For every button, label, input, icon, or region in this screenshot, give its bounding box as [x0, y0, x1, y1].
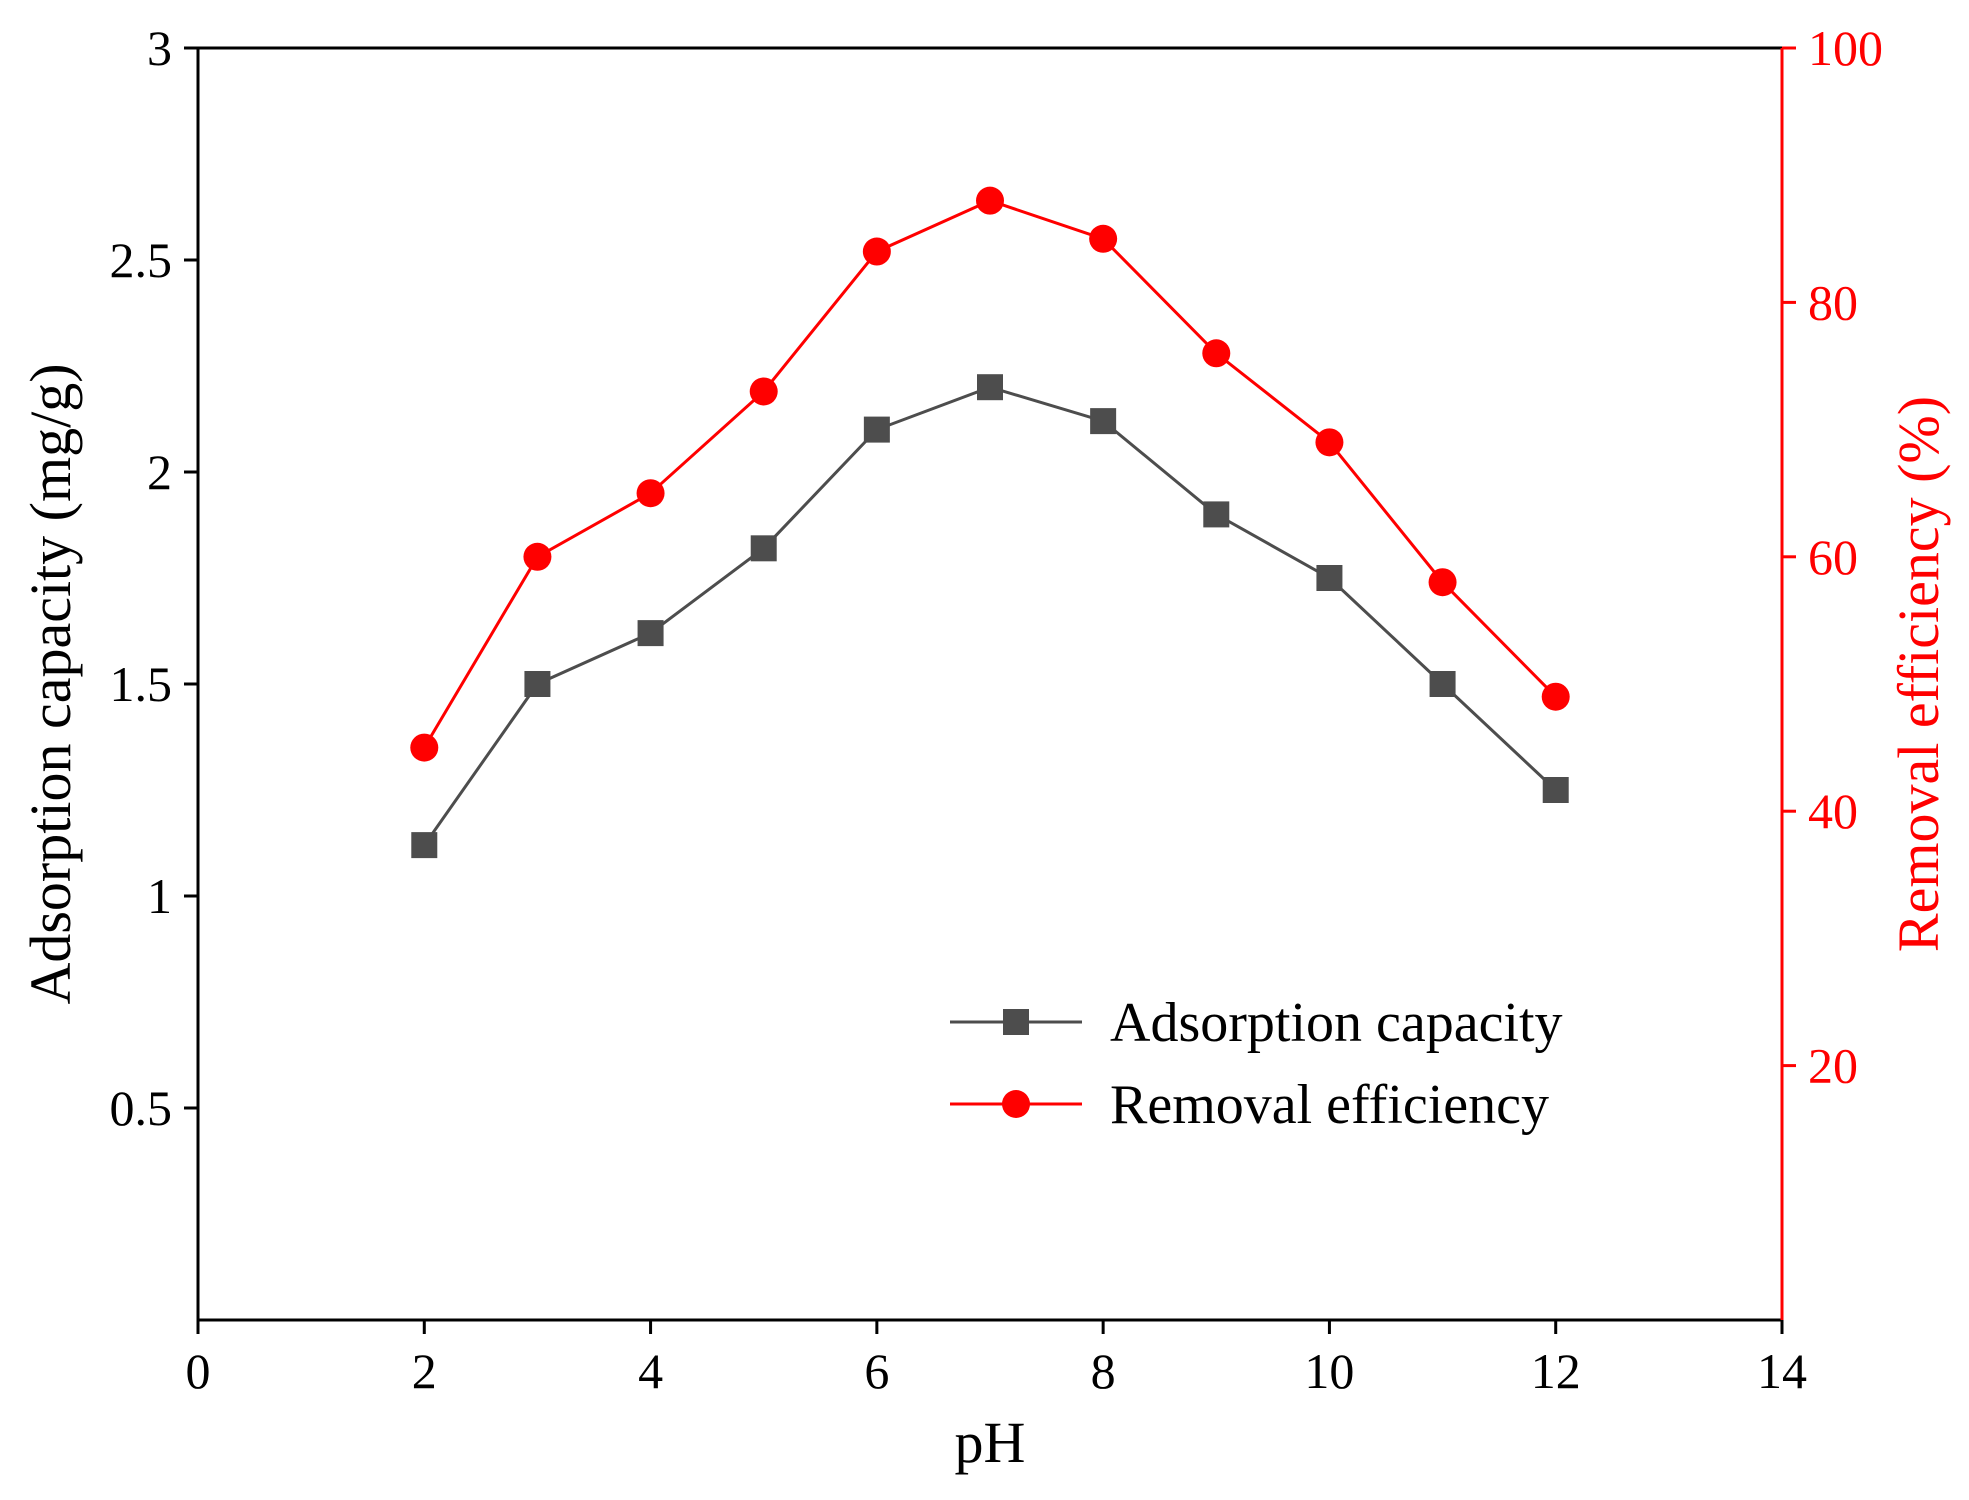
legend-marker-square: [1003, 1009, 1029, 1035]
data-point-circle: [862, 237, 891, 266]
x-tick-label: 2: [412, 1343, 437, 1399]
data-point-circle: [749, 377, 778, 406]
y-left-tick-label: 0.5: [110, 1080, 173, 1136]
y-left-tick-label: 3: [147, 20, 172, 76]
data-point-square: [524, 671, 551, 697]
x-tick-label: 10: [1304, 1343, 1354, 1399]
y-right-tick-label: 80: [1808, 274, 1858, 330]
x-tick-label: 4: [638, 1343, 663, 1399]
data-point-square: [411, 832, 438, 859]
data-point-square: [1542, 777, 1569, 803]
x-tick-label: 0: [186, 1343, 211, 1399]
y-left-tick-label: 1.5: [110, 656, 173, 712]
data-point-square: [1316, 565, 1343, 591]
x-tick-label: 8: [1091, 1343, 1116, 1399]
x-axis-title: pH: [955, 1410, 1026, 1475]
y-right-tick-label: 20: [1808, 1038, 1858, 1094]
y-right-axis-title: Removal efficiency (%): [1886, 396, 1951, 952]
data-point-square: [1203, 501, 1230, 528]
data-point-square: [977, 374, 1003, 401]
y-right-tick-label: 40: [1808, 783, 1858, 839]
data-point-circle: [976, 186, 1004, 215]
x-tick-label: 14: [1757, 1343, 1807, 1399]
y-left-tick-label: 2.5: [110, 232, 173, 288]
series-line: [423, 385, 1557, 846]
y-right-tick-label: 100: [1808, 20, 1883, 76]
data-point-circle: [410, 733, 439, 762]
data-point-circle: [1202, 339, 1231, 368]
data-point-square: [637, 620, 664, 647]
data-point-circle: [1089, 224, 1118, 253]
legend-label: Adsorption capacity: [1110, 992, 1563, 1054]
data-point-circle: [523, 542, 552, 571]
data-point-circle: [636, 479, 665, 508]
x-tick-label: 12: [1531, 1343, 1581, 1399]
y-left-axis-title: Adsorption capacity (mg/g): [18, 363, 83, 1004]
legend-label: Removal efficiency: [1110, 1074, 1549, 1136]
data-point-square: [750, 535, 777, 562]
y-right-tick-label: 60: [1808, 529, 1858, 585]
series: [410, 186, 1570, 859]
series-removal-efficiency: [410, 186, 1570, 762]
data-point-square: [1429, 671, 1456, 697]
axes: 0 2 4 6 8 10 12 14 0.5 1 1.5 2 2.5 3 20 40 60 80 100 pH Adso…: [18, 20, 1951, 1475]
data-point-circle: [1428, 568, 1457, 597]
legend: Adsorption capacity Removal efficiency: [950, 992, 1563, 1136]
y-left-tick-label: 2: [147, 444, 172, 500]
x-tick-label: 6: [864, 1343, 889, 1399]
data-point-square: [1090, 408, 1117, 435]
legend-marker-circle: [1002, 1090, 1030, 1118]
series-adsorption-capacity: [411, 374, 1569, 859]
data-point-circle: [1315, 428, 1344, 457]
data-point-square: [863, 416, 890, 443]
series-line: [422, 199, 1557, 749]
y-left-tick-label: 1: [147, 868, 172, 924]
data-point-circle: [1541, 682, 1570, 711]
